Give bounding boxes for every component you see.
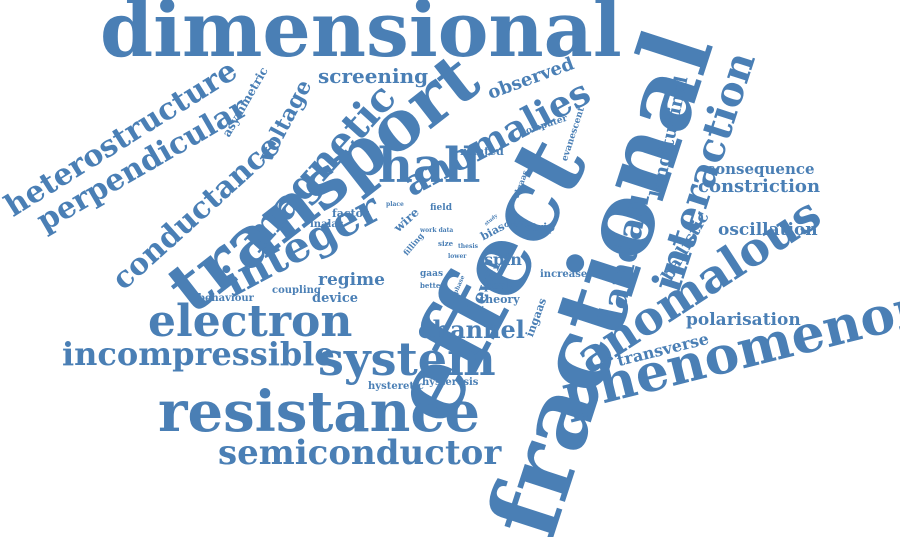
word-coupling: coupling <box>272 285 321 296</box>
word-thesis: thesis <box>458 243 478 250</box>
word-peak: peak <box>484 279 514 292</box>
word-lower: lower <box>448 253 467 260</box>
word-behaviour: behaviour <box>198 293 254 304</box>
word-resistance: resistance <box>158 379 481 445</box>
word-consequence: consequence <box>706 160 815 178</box>
word-hysteretic: hysteretic <box>368 381 424 392</box>
word-increase: increase <box>540 269 588 280</box>
word-better: better <box>420 281 444 290</box>
word-hall: hall <box>378 138 481 194</box>
word-factor: factor <box>332 207 369 220</box>
word-constriction: constriction <box>698 176 821 197</box>
word-strip: strip <box>526 221 555 234</box>
word-size: size <box>438 239 454 248</box>
word-gaas: gaas <box>420 269 444 279</box>
word-channel: channel <box>418 315 525 344</box>
word-hysteresis: hysteresis <box>422 377 479 388</box>
word-polarisation: polarisation <box>686 310 801 330</box>
word-theory: theory <box>480 293 520 306</box>
word-electron: electron <box>148 296 353 347</box>
word-work-data: work data <box>420 227 454 234</box>
word-semiconductor: semiconductor <box>218 433 502 473</box>
word-related: related <box>460 145 504 158</box>
word-dimensional: dimensional <box>100 0 622 74</box>
word-incompressible: incompressible <box>62 335 335 373</box>
word-field: field <box>430 203 452 213</box>
word-place: place <box>386 201 404 208</box>
word-spin: spin <box>484 250 522 269</box>
word-system: system <box>318 332 496 386</box>
word-regime: regime <box>318 270 385 290</box>
word-oscillation: oscillation <box>718 220 818 240</box>
word-device: device <box>312 291 359 306</box>
word-inalas: inalas <box>310 219 344 230</box>
word-screening: screening <box>318 64 429 88</box>
word-filling: filling <box>400 230 426 258</box>
word-orbit: orbit <box>504 219 526 229</box>
